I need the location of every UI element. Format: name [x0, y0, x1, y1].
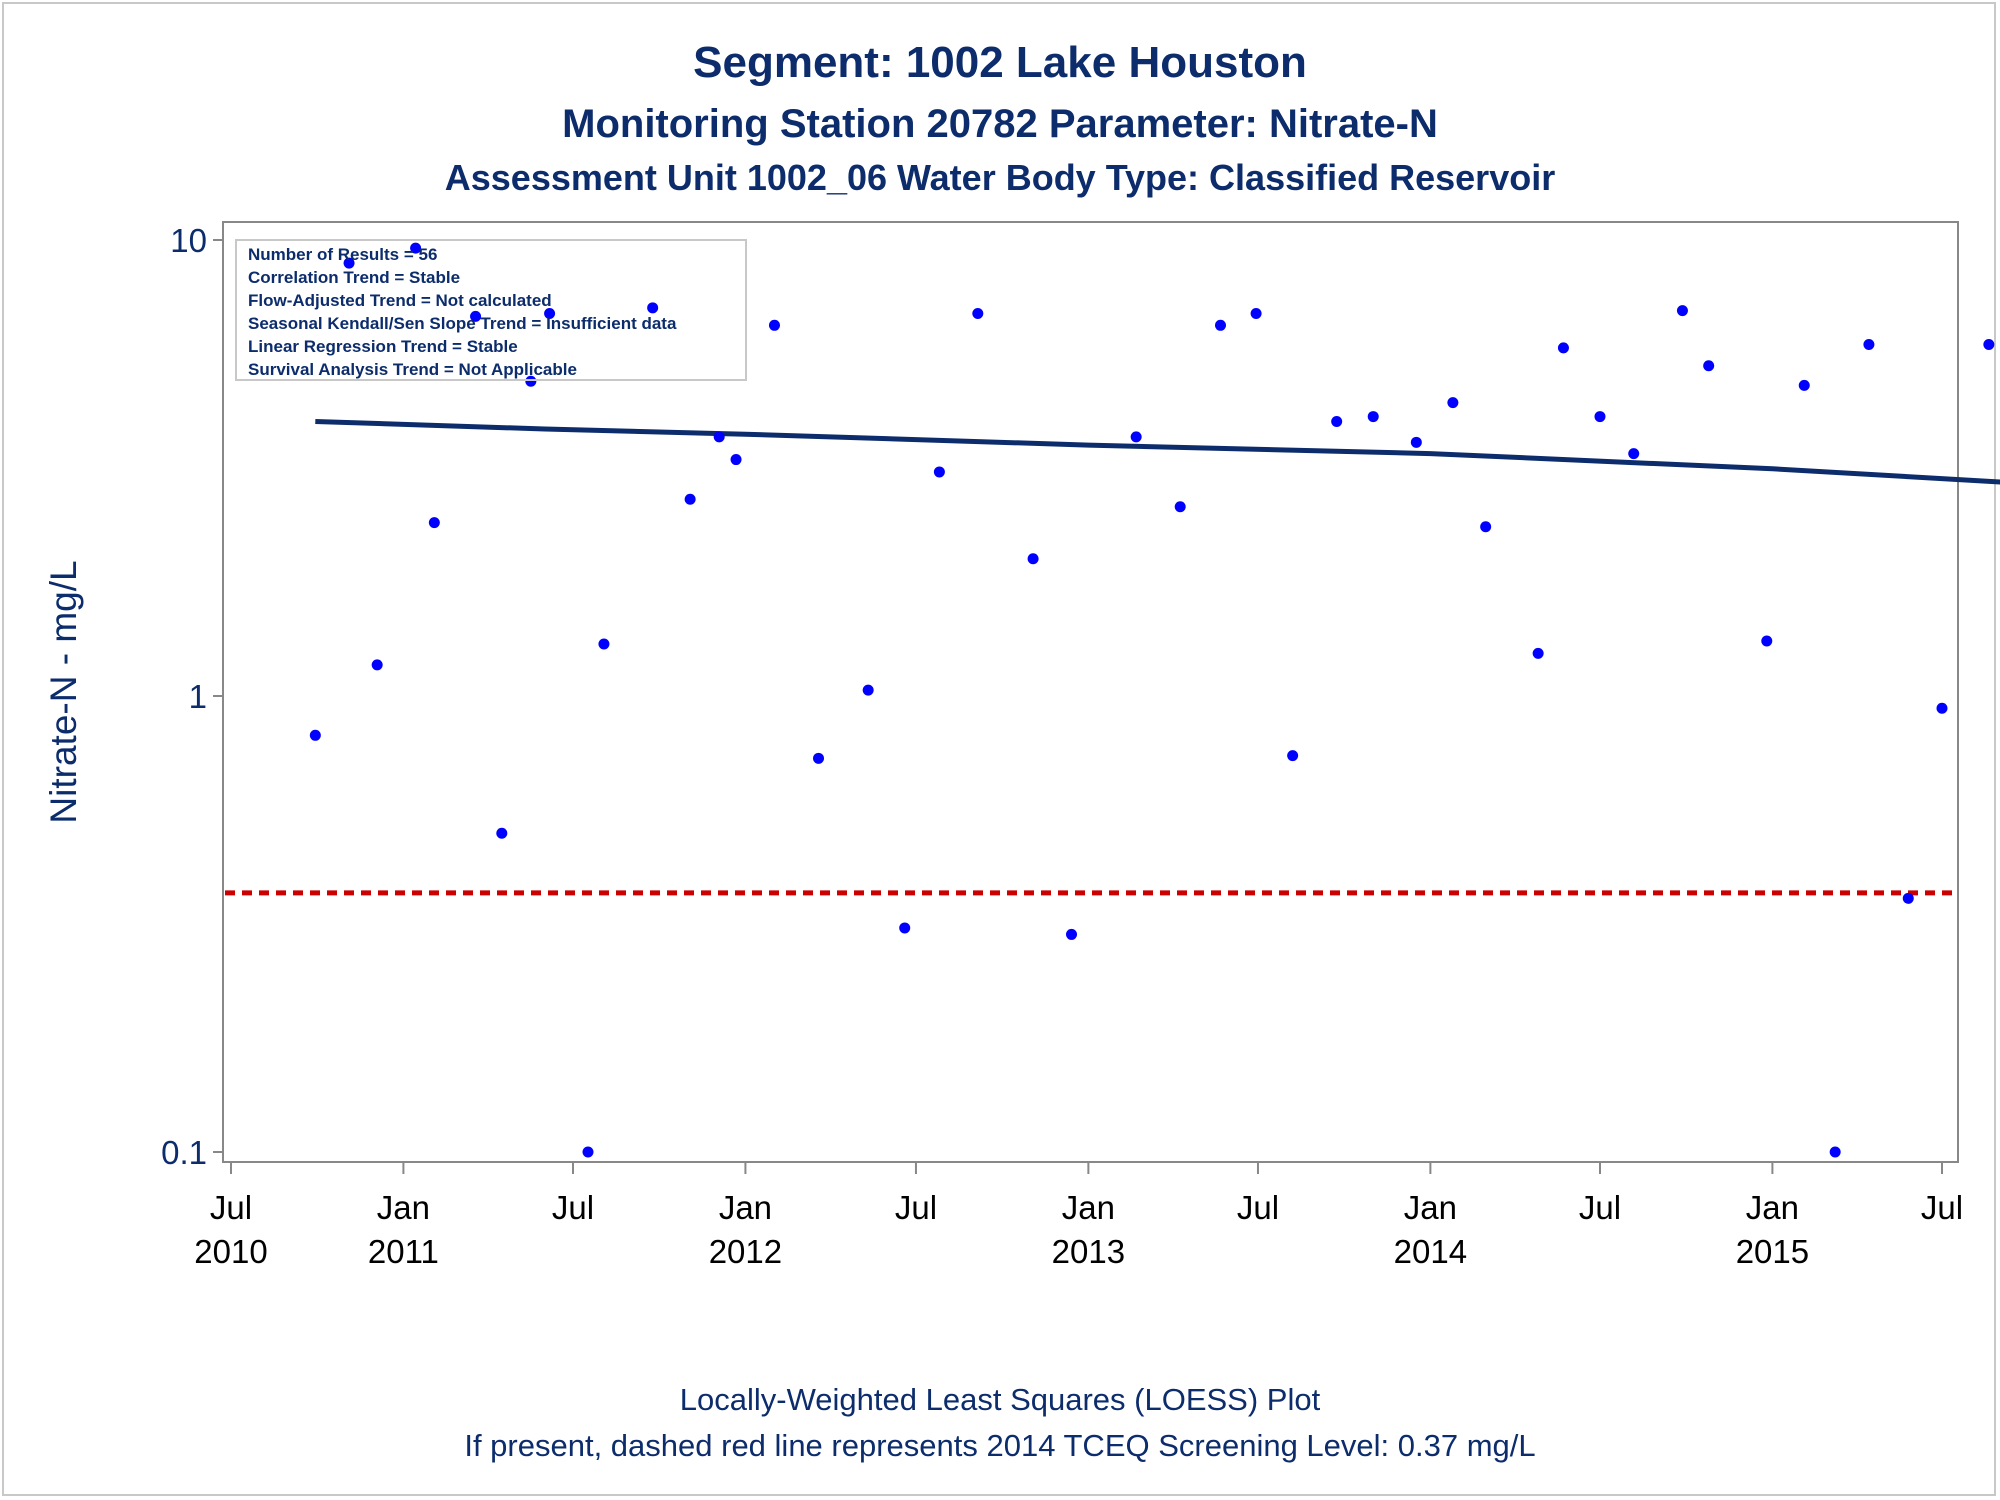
- data-point: [1863, 338, 1875, 350]
- data-point: [1676, 305, 1688, 317]
- stats-box-line: Flow-Adjusted Trend = Not calculated: [248, 291, 552, 310]
- data-point: [768, 319, 780, 331]
- data-point: [1331, 415, 1343, 427]
- plot-area-border: [222, 221, 1959, 1163]
- x-tick-label-period: Jan: [1746, 1189, 1799, 1226]
- x-tick-label-period: Jan: [1404, 1189, 1457, 1226]
- data-point: [525, 375, 537, 387]
- data-point: [1367, 411, 1379, 423]
- data-point: [684, 493, 696, 505]
- data-point: [813, 752, 825, 764]
- x-tick-label-year: 2012: [709, 1233, 782, 1270]
- data-point: [713, 431, 725, 443]
- data-point: [1703, 360, 1715, 372]
- x-tick-label-period: Jan: [719, 1189, 772, 1226]
- y-tick-label: 1: [189, 678, 207, 715]
- x-tick-label-period: Jul: [1921, 1189, 1963, 1226]
- data-point: [544, 307, 556, 319]
- data-point: [470, 310, 482, 322]
- data-point: [343, 257, 355, 269]
- data-point: [1447, 397, 1459, 409]
- stats-box-line: Linear Regression Trend = Stable: [248, 337, 518, 356]
- data-point: [1532, 647, 1544, 659]
- x-tick-label-period: Jul: [1579, 1189, 1621, 1226]
- data-point: [862, 684, 874, 696]
- data-point: [1557, 342, 1569, 354]
- x-tick-label-period: Jul: [552, 1189, 594, 1226]
- data-point: [309, 729, 321, 741]
- data-point: [972, 307, 984, 319]
- data-point: [1902, 892, 1914, 904]
- data-point: [1594, 411, 1606, 423]
- x-tick-label-year: 2011: [368, 1233, 439, 1270]
- data-point: [496, 827, 508, 839]
- data-point: [730, 454, 742, 466]
- x-tick-label-period: Jan: [377, 1189, 430, 1226]
- data-point: [582, 1146, 594, 1158]
- stats-box-line: Survival Analysis Trend = Not Applicable: [248, 360, 577, 379]
- x-tick-label-year: 2010: [194, 1233, 267, 1270]
- data-point: [1287, 750, 1299, 762]
- y-tick-label: 0.1: [161, 1134, 207, 1171]
- stats-box-line: Number of Results = 56: [248, 245, 437, 264]
- x-tick-label-year: 2014: [1394, 1233, 1467, 1270]
- data-point: [1628, 448, 1640, 460]
- data-point: [1829, 1146, 1841, 1158]
- loess-curve: [315, 419, 2000, 485]
- data-point: [371, 659, 383, 671]
- x-tick-label-year: 2015: [1736, 1233, 1809, 1270]
- data-point: [933, 466, 945, 478]
- data-point: [1761, 635, 1773, 647]
- stats-box: [235, 239, 747, 381]
- stats-box-line: Seasonal Kendall/Sen Slope Trend = Insuf…: [248, 314, 677, 333]
- y-axis-label: Nitrate-N - mg/L: [43, 560, 84, 823]
- data-point: [1410, 436, 1422, 448]
- data-point: [1066, 928, 1078, 940]
- data-point: [428, 517, 440, 529]
- data-point: [410, 242, 422, 254]
- chart-subtitle-station: Monitoring Station 20782 Parameter: Nitr…: [562, 102, 1438, 146]
- x-tick-label-period: Jul: [210, 1189, 252, 1226]
- footnote-screening: If present, dashed red line represents 2…: [464, 1428, 1536, 1463]
- data-point: [1250, 307, 1262, 319]
- data-point: [899, 922, 911, 934]
- x-tick-label-period: Jan: [1062, 1189, 1115, 1226]
- data-point: [1983, 338, 1995, 350]
- data-point: [1027, 553, 1039, 565]
- y-tick-label: 10: [170, 222, 207, 259]
- data-point: [1214, 319, 1226, 331]
- data-point: [1480, 521, 1492, 533]
- footnote-loess: Locally-Weighted Least Squares (LOESS) P…: [679, 1382, 1321, 1417]
- data-point: [1174, 501, 1186, 513]
- stats-box-line: Correlation Trend = Stable: [248, 268, 460, 287]
- chart-subtitle-assessment: Assessment Unit 1002_06 Water Body Type:…: [444, 157, 1556, 198]
- chart-title: Segment: 1002 Lake Houston: [693, 38, 1307, 87]
- data-point: [647, 302, 659, 314]
- x-tick-label-period: Jul: [1237, 1189, 1279, 1226]
- data-point: [1798, 379, 1810, 391]
- x-tick-label-year: 2013: [1052, 1233, 1125, 1270]
- x-tick-label-period: Jul: [895, 1189, 937, 1226]
- data-point: [1936, 702, 1948, 714]
- data-point: [1130, 431, 1142, 443]
- data-point: [598, 638, 610, 650]
